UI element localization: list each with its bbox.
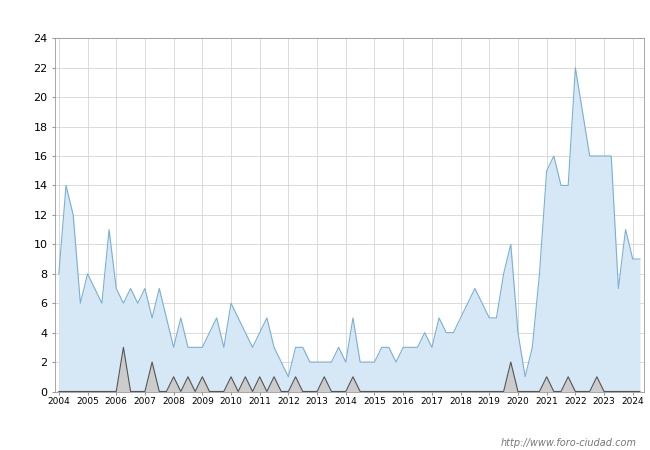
Text: http://www.foro-ciudad.com: http://www.foro-ciudad.com (501, 438, 637, 448)
Text: Santa María de la Alameda - Evolucion del Nº de Transacciones Inmobiliarias: Santa María de la Alameda - Evolucion de… (70, 10, 580, 23)
